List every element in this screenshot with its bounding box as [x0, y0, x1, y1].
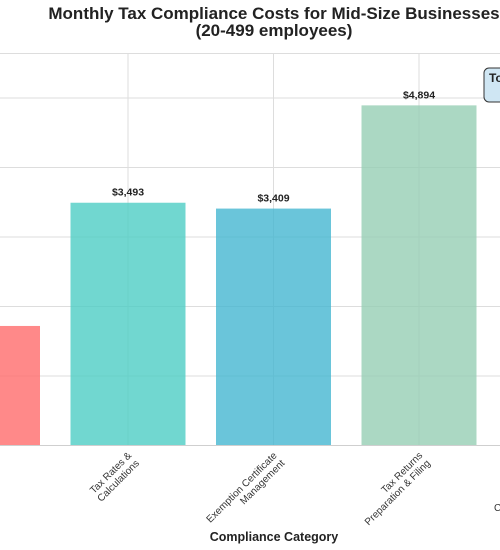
data-label: $3,493 [112, 187, 144, 199]
data-label: $4,894 [403, 89, 435, 101]
annotation-text: To [489, 71, 500, 85]
x-tick-label: Tax ReturnsPreparation & Filing [355, 450, 433, 528]
bar [361, 105, 477, 446]
bar [70, 202, 186, 446]
data-label: $3,409 [257, 193, 289, 205]
annotation-box: To [483, 67, 500, 103]
data-labels: $3,493 $3,409 $4,894 [112, 89, 435, 204]
x-tick-labels: Tax Rates &Calculations Exemption Certifi… [88, 450, 433, 533]
x-axis-label: Compliance Category [210, 530, 339, 544]
bars [0, 105, 477, 446]
x-tick-label: Tax Rates &Calculations [88, 450, 142, 504]
bar [0, 325, 40, 446]
bar [216, 208, 331, 446]
x-tick-label-line: Exemption Certificate [205, 450, 280, 525]
chart-title: Monthly Tax Compliance Costs for Mid-Siz… [48, 4, 499, 23]
x-tick-label: Exemption CertificateManagement [205, 450, 288, 533]
x-tick-label-partial: C [494, 503, 500, 514]
chart-subtitle: (20-499 employees) [196, 21, 353, 40]
